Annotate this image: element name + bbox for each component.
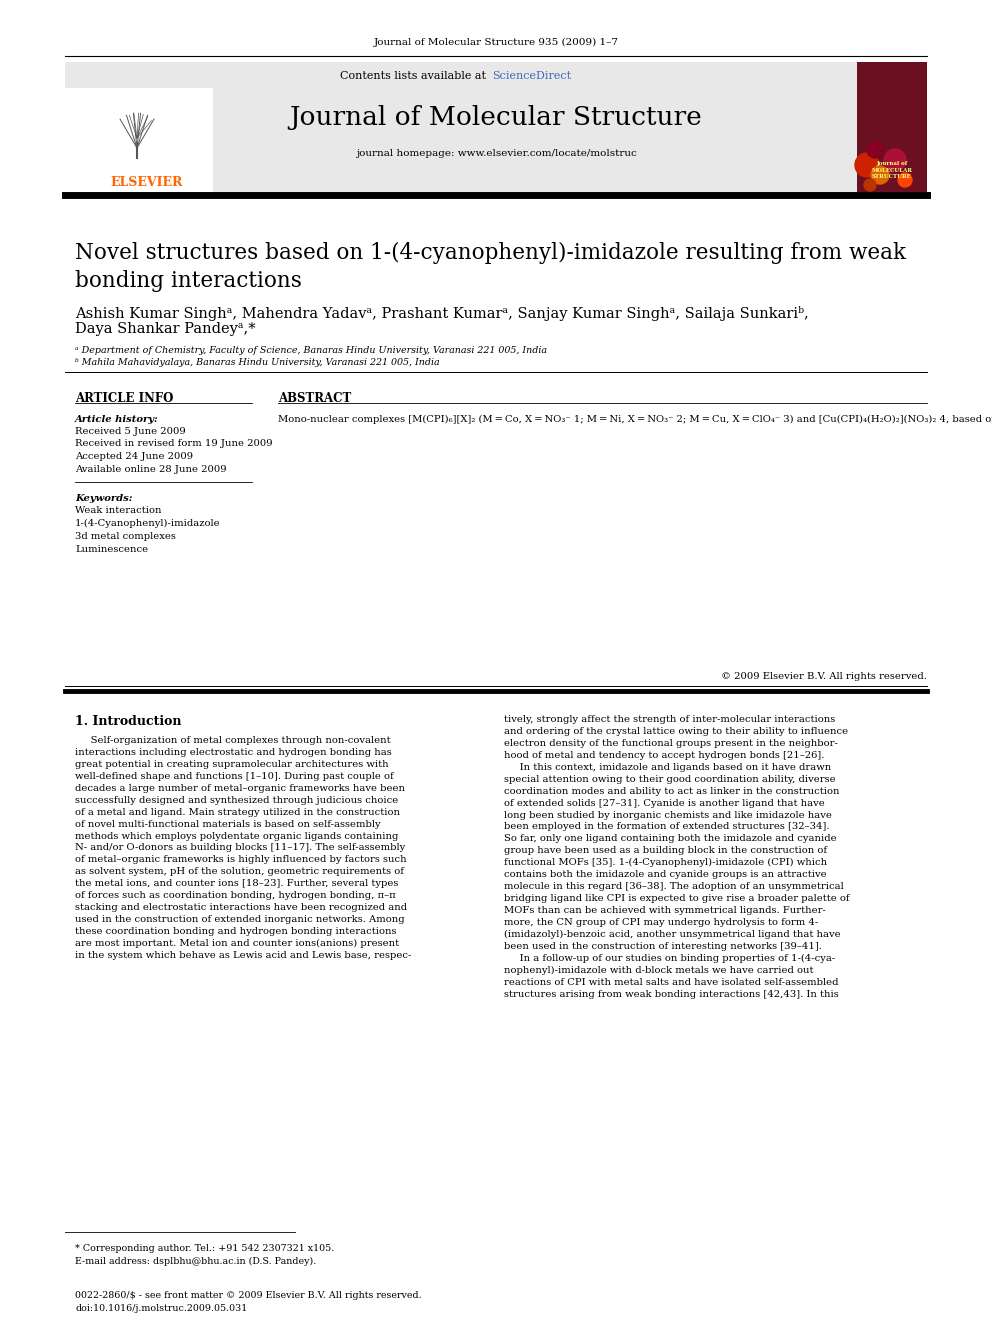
Text: E-mail address: dsplbhu@bhu.ac.in (D.S. Pandey).: E-mail address: dsplbhu@bhu.ac.in (D.S. … bbox=[75, 1257, 316, 1266]
Text: Contents lists available at: Contents lists available at bbox=[340, 71, 490, 81]
Text: © 2009 Elsevier B.V. All rights reserved.: © 2009 Elsevier B.V. All rights reserved… bbox=[721, 672, 927, 681]
Text: Self-organization of metal complexes through non-covalent
interactions including: Self-organization of metal complexes thr… bbox=[75, 736, 412, 960]
Text: tively, strongly affect the strength of inter-molecular interactions
and orderin: tively, strongly affect the strength of … bbox=[504, 714, 849, 999]
Text: Journal of Molecular Structure: Journal of Molecular Structure bbox=[290, 106, 702, 131]
Text: doi:10.1016/j.molstruc.2009.05.031: doi:10.1016/j.molstruc.2009.05.031 bbox=[75, 1304, 247, 1312]
Text: ARTICLE INFO: ARTICLE INFO bbox=[75, 392, 174, 405]
Text: journal homepage: www.elsevier.com/locate/molstruc: journal homepage: www.elsevier.com/locat… bbox=[355, 149, 637, 159]
Bar bbox=[65, 62, 927, 192]
Text: 0022-2860/$ - see front matter © 2009 Elsevier B.V. All rights reserved.: 0022-2860/$ - see front matter © 2009 El… bbox=[75, 1291, 422, 1301]
Text: 1. Introduction: 1. Introduction bbox=[75, 714, 182, 728]
Text: Keywords:: Keywords: bbox=[75, 493, 133, 503]
Text: ELSEVIER: ELSEVIER bbox=[110, 176, 183, 188]
Text: Novel structures based on 1-(4-cyanophenyl)-imidazole resulting from weak
bondin: Novel structures based on 1-(4-cyanophen… bbox=[75, 242, 906, 292]
Text: ᵇ Mahila Mahavidyalaya, Banaras Hindu University, Varanasi 221 005, India: ᵇ Mahila Mahavidyalaya, Banaras Hindu Un… bbox=[75, 359, 439, 366]
Text: Journal of Molecular Structure 935 (2009) 1–7: Journal of Molecular Structure 935 (2009… bbox=[374, 37, 618, 46]
Text: ScienceDirect: ScienceDirect bbox=[492, 71, 571, 81]
Text: Received 5 June 2009
Received in revised form 19 June 2009
Accepted 24 June 2009: Received 5 June 2009 Received in revised… bbox=[75, 427, 273, 474]
Text: Mono-nuclear complexes [M(CPI)₆][X]₂ (M = Co, X = NO₃⁻ 1; M = Ni, X = NO₃⁻ 2; M : Mono-nuclear complexes [M(CPI)₆][X]₂ (M … bbox=[278, 415, 992, 425]
Circle shape bbox=[871, 165, 889, 184]
Text: Article history:: Article history: bbox=[75, 415, 159, 423]
Text: Weak interaction
1-(4-Cyanophenyl)-imidazole
3d metal complexes
Luminescence: Weak interaction 1-(4-Cyanophenyl)-imida… bbox=[75, 505, 220, 554]
Text: * Corresponding author. Tel.: +91 542 2307321 x105.: * Corresponding author. Tel.: +91 542 23… bbox=[75, 1244, 334, 1253]
Circle shape bbox=[855, 153, 879, 177]
Text: ABSTRACT: ABSTRACT bbox=[278, 392, 351, 405]
Circle shape bbox=[864, 179, 876, 191]
Text: ᵃ Department of Chemistry, Faculty of Science, Banaras Hindu University, Varanas: ᵃ Department of Chemistry, Faculty of Sc… bbox=[75, 347, 547, 355]
Text: Daya Shankar Pandeyᵃ,*: Daya Shankar Pandeyᵃ,* bbox=[75, 321, 256, 336]
Circle shape bbox=[867, 142, 883, 157]
Bar bbox=[65, 89, 213, 192]
Bar bbox=[857, 62, 927, 192]
Text: Journal of
MOLECULAR
STRUCTURE: Journal of MOLECULAR STRUCTURE bbox=[872, 161, 913, 179]
Text: Ashish Kumar Singhᵃ, Mahendra Yadavᵃ, Prashant Kumarᵃ, Sanjay Kumar Singhᵃ, Sail: Ashish Kumar Singhᵃ, Mahendra Yadavᵃ, Pr… bbox=[75, 306, 808, 321]
Circle shape bbox=[898, 173, 912, 187]
Circle shape bbox=[884, 149, 906, 171]
